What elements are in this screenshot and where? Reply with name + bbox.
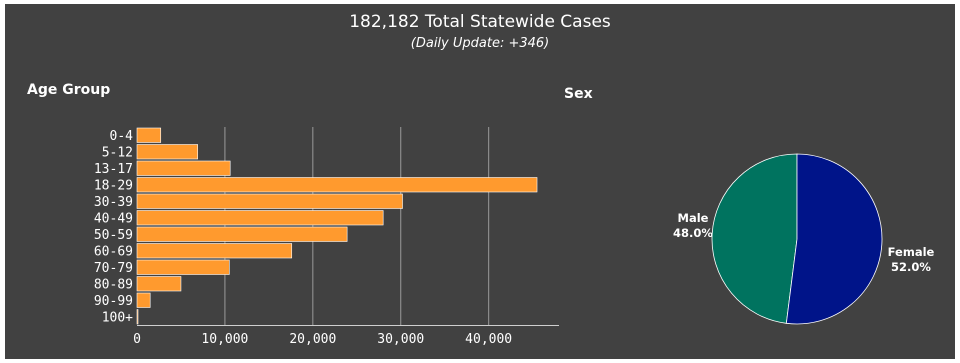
chart-title: 182,182 Total Statewide Cases: [349, 12, 611, 32]
bar-30-39: [136, 193, 403, 209]
bar-5-12: [136, 144, 198, 160]
x-tick-label: 10,000: [201, 332, 248, 347]
chart-panel: 182,182 Total Statewide Cases (Daily Upd…: [5, 4, 955, 359]
pie-value-female: 52.0%: [891, 260, 931, 274]
bar-18-29: [136, 177, 538, 193]
category-label: 50-59: [94, 228, 133, 243]
category-label: 100+: [102, 310, 133, 325]
category-label: 60-69: [94, 244, 133, 259]
category-label: 40-49: [94, 211, 133, 226]
x-tick-label: 30,000: [377, 332, 424, 347]
bar-40-49: [136, 210, 384, 226]
bar-90-99: [136, 292, 151, 308]
category-label: 30-39: [94, 195, 133, 210]
pie-label-male: Male: [678, 211, 709, 225]
x-tick-label: 40,000: [465, 332, 512, 347]
bar-0-4: [136, 127, 162, 143]
x-tick-label: 0: [133, 332, 141, 347]
pie-slice-male: [711, 153, 798, 324]
category-label: 80-89: [94, 277, 133, 292]
bar-80-89: [136, 276, 182, 292]
category-label: 70-79: [94, 261, 133, 276]
chart-subtitle: (Daily Update: +346): [410, 36, 550, 51]
pie-slice-female: [785, 153, 883, 325]
category-label: 13-17: [94, 162, 133, 177]
category-label: 90-99: [94, 294, 133, 309]
category-label: 18-29: [94, 178, 133, 193]
bar-50-59: [136, 226, 348, 242]
bar-70-79: [136, 259, 230, 275]
pie-value-male: 48.0%: [673, 226, 713, 240]
bar-60-69: [136, 243, 293, 259]
pie-label-female: Female: [888, 245, 935, 259]
category-label: 0-4: [110, 129, 134, 144]
sex-title: Sex: [564, 86, 593, 102]
bar-13-17: [136, 160, 231, 176]
category-label: 5-12: [102, 145, 133, 160]
x-tick-label: 20,000: [289, 332, 336, 347]
bar-100+: [136, 309, 139, 325]
age-group-title: Age Group: [27, 82, 111, 98]
